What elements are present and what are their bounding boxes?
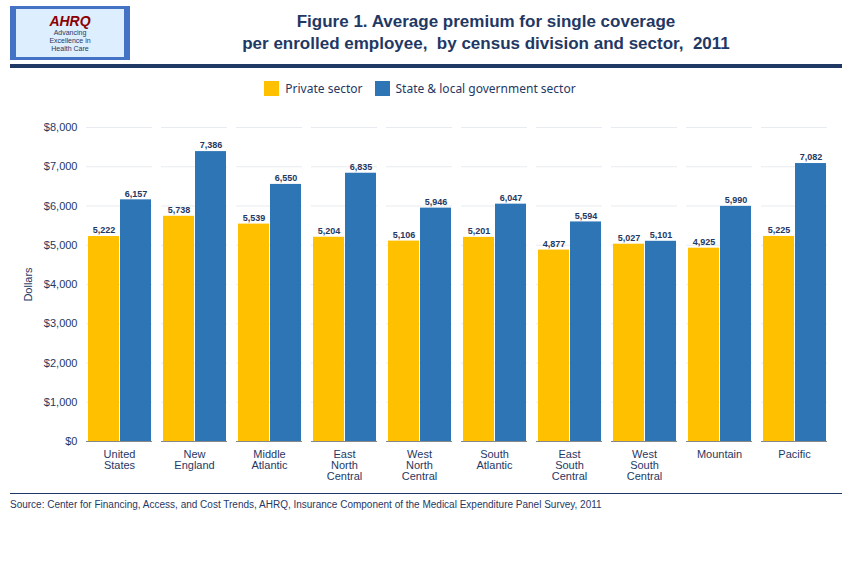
- svg-text:5,990: 5,990: [725, 195, 748, 205]
- svg-text:EastNorthCentral: EastNorthCentral: [327, 448, 362, 482]
- html-text:Source: Center for Financing,: Source: Center for Financing, Access, an…: [10, 499, 602, 510]
- html-text:AHRQ: AHRQ: [49, 13, 91, 30]
- svg-text:$2,000: $2,000: [44, 357, 78, 369]
- svg-text:5,106: 5,106: [393, 230, 416, 240]
- svg-text:WestNorthCentral: WestNorthCentral: [402, 448, 437, 482]
- svg-text:7,082: 7,082: [800, 152, 823, 162]
- svg-text:SouthAtlantic: SouthAtlantic: [476, 448, 513, 471]
- svg-text:5,222: 5,222: [93, 225, 116, 235]
- svg-text:5,946: 5,946: [425, 197, 448, 207]
- svg-text:WestSouthCentral: WestSouthCentral: [627, 448, 662, 482]
- html-text:State & local government secto: State & local government sector: [395, 80, 576, 97]
- svg-text:$1,000: $1,000: [44, 396, 78, 408]
- svg-text:$5,000: $5,000: [44, 239, 78, 251]
- html-text:Figure 1. Average premium for: Figure 1. Average premium for single cov…: [296, 11, 676, 31]
- svg-text:Mountain: Mountain: [697, 448, 742, 460]
- svg-text:5,027: 5,027: [618, 233, 641, 243]
- svg-text:5,539: 5,539: [243, 213, 266, 223]
- svg-text:EastSouthCentral: EastSouthCentral: [552, 448, 587, 482]
- svg-text:$6,000: $6,000: [44, 200, 78, 212]
- svg-text:5,101: 5,101: [650, 230, 673, 240]
- svg-text:5,738: 5,738: [168, 205, 191, 215]
- svg-text:$7,000: $7,000: [44, 160, 78, 172]
- svg-text:Dollars: Dollars: [22, 267, 34, 302]
- svg-text:NewEngland: NewEngland: [174, 448, 214, 471]
- svg-text:5,594: 5,594: [575, 211, 598, 221]
- svg-text:$3,000: $3,000: [44, 317, 78, 329]
- svg-text:6,157: 6,157: [125, 189, 148, 199]
- svg-text:7,386: 7,386: [200, 140, 223, 150]
- svg-text:$0: $0: [65, 435, 77, 447]
- svg-text:5,201: 5,201: [468, 226, 491, 236]
- html-text:Advancing Excellence in Health: Advancing Excellence in Health Care: [49, 29, 91, 52]
- svg-text:4,877: 4,877: [543, 239, 566, 249]
- html-text:per enrolled employee, by cens: per enrolled employee, by census divisio…: [242, 34, 730, 53]
- svg-text:$8,000: $8,000: [44, 121, 78, 133]
- svg-text:6,047: 6,047: [500, 193, 523, 203]
- svg-text:$4,000: $4,000: [44, 278, 78, 290]
- svg-text:Pacific: Pacific: [778, 448, 811, 460]
- svg-text:6,550: 6,550: [275, 173, 298, 183]
- html-text:Private sector: Private sector: [285, 80, 363, 97]
- svg-text:5,225: 5,225: [768, 225, 791, 235]
- svg-text:5,204: 5,204: [318, 226, 341, 236]
- svg-text:4,925: 4,925: [693, 237, 716, 247]
- svg-text:6,835: 6,835: [350, 162, 373, 172]
- svg-text:MiddleAtlantic: MiddleAtlantic: [251, 448, 288, 471]
- svg-text:UnitedStates: UnitedStates: [104, 448, 136, 471]
